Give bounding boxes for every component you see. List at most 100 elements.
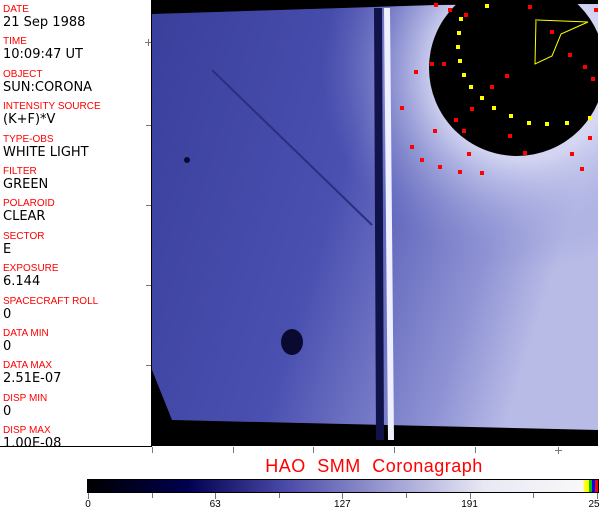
field-date: DATE 21 Sep 1988 bbox=[3, 4, 85, 30]
overlay-marker bbox=[505, 74, 509, 78]
overlay-marker bbox=[527, 121, 531, 125]
colorbar bbox=[87, 479, 599, 493]
overlay-marker bbox=[480, 171, 484, 175]
overlay-marker bbox=[470, 107, 474, 111]
colorbar-tick-label: 63 bbox=[209, 499, 221, 510]
axis-tick bbox=[152, 447, 153, 453]
overlay-marker bbox=[448, 8, 452, 12]
overlay-marker bbox=[508, 134, 512, 138]
field-label: EXPOSURE bbox=[3, 263, 59, 275]
field-label: FILTER bbox=[3, 166, 37, 177]
overlay-marker bbox=[509, 114, 513, 118]
overlay-marker bbox=[434, 3, 438, 7]
field-value: E bbox=[3, 241, 12, 257]
colorbar-tick bbox=[406, 493, 407, 498]
overlay-marker bbox=[410, 145, 414, 149]
pylon-shadow bbox=[211, 69, 373, 226]
field-label: INTENSITY SOURCE bbox=[3, 101, 101, 113]
colorbar-tick-label: 0 bbox=[85, 499, 91, 510]
axis-tick bbox=[475, 447, 476, 453]
overlay-marker bbox=[442, 62, 446, 66]
field-value: 0 bbox=[3, 339, 12, 354]
field-value: 2.51E-07 bbox=[3, 371, 62, 387]
plot-title: HAO SMM Coronagraph bbox=[265, 456, 483, 476]
overlay-marker bbox=[580, 167, 584, 171]
overlay-marker bbox=[467, 152, 471, 156]
colorbar-tick-label: 191 bbox=[461, 499, 478, 510]
colorbar-tick bbox=[533, 493, 535, 498]
field-intensity-source: INTENSITY SOURCE (K+F)*V bbox=[3, 101, 101, 127]
occulter-pylon-dark bbox=[374, 8, 384, 440]
field-value: 21 Sep 1988 bbox=[3, 15, 86, 30]
field-label: DATE bbox=[3, 4, 29, 15]
field-object: OBJECT SUN:CORONA bbox=[3, 69, 92, 95]
field-value: (K+F)*V bbox=[3, 112, 56, 128]
overlay-marker bbox=[456, 45, 460, 49]
field-label: DISP MAX bbox=[3, 425, 51, 437]
field-label: POLAROID bbox=[3, 198, 55, 210]
overlay-marker bbox=[545, 122, 549, 126]
colorbar-tick bbox=[278, 493, 280, 498]
field-time: TIME 10:09:47 UT bbox=[3, 36, 83, 62]
dark-spot bbox=[281, 329, 303, 355]
field-label: SPACECRAFT ROLL bbox=[3, 295, 99, 307]
overlay-marker bbox=[523, 151, 527, 155]
overlay-marker bbox=[430, 62, 434, 66]
overlay-triangle bbox=[534, 18, 589, 65]
field-polaroid: POLAROID CLEAR bbox=[3, 198, 55, 224]
overlay-marker bbox=[457, 31, 461, 35]
overlay-marker bbox=[438, 165, 442, 169]
overlay-marker bbox=[433, 129, 437, 133]
overlay-marker bbox=[492, 106, 496, 110]
colorbar-tick-label: 127 bbox=[334, 499, 351, 510]
overlay-marker bbox=[485, 4, 489, 8]
colorbar-tick bbox=[469, 493, 471, 499]
colorbar-tick bbox=[151, 493, 153, 498]
field-value: CLEAR bbox=[3, 209, 46, 225]
field-label: TIME bbox=[3, 36, 27, 48]
colorbar-tick bbox=[342, 493, 344, 499]
colorbar-tick-label: 255 bbox=[588, 499, 600, 510]
overlay-marker bbox=[462, 73, 466, 77]
overlay-marker bbox=[459, 17, 463, 21]
overlay-marker bbox=[588, 136, 592, 140]
axis-tick bbox=[394, 447, 395, 453]
overlay-marker bbox=[570, 152, 574, 156]
axis-tick bbox=[146, 125, 151, 126]
field-disp-min: DISP MIN 0 bbox=[3, 393, 47, 419]
field-data-min: DATA MIN 0 bbox=[3, 328, 49, 354]
axis-tick bbox=[313, 447, 314, 453]
overlay-marker bbox=[490, 85, 494, 89]
overlay-marker bbox=[528, 5, 532, 9]
overlay-marker bbox=[594, 8, 598, 12]
occulter-pylon-bright bbox=[384, 8, 394, 440]
field-label: DISP MIN bbox=[3, 392, 48, 404]
field-value: 0 bbox=[3, 403, 12, 419]
colorbar-tick bbox=[88, 493, 89, 499]
field-value: GREEN bbox=[3, 177, 49, 192]
field-value: SUN:CORONA bbox=[3, 79, 93, 95]
field-value: 0 bbox=[3, 306, 12, 322]
colorbar-tick bbox=[596, 493, 598, 499]
overlay-marker bbox=[565, 121, 569, 125]
axis-cross bbox=[558, 447, 559, 454]
axis-tick bbox=[146, 205, 151, 206]
axis-tick bbox=[146, 365, 151, 366]
overlay-marker bbox=[458, 170, 462, 174]
overlay-marker bbox=[414, 70, 418, 74]
field-filter: FILTER GREEN bbox=[3, 166, 48, 192]
coronagraph-image bbox=[152, 0, 598, 446]
overlay-marker bbox=[583, 65, 587, 69]
overlay-marker bbox=[400, 106, 404, 110]
field-label: DATA MAX bbox=[3, 360, 53, 372]
overlay-marker bbox=[588, 116, 592, 120]
overlay-marker bbox=[420, 158, 424, 162]
overlay-marker bbox=[454, 118, 458, 122]
overlay-marker bbox=[591, 77, 595, 81]
overlay-marker bbox=[458, 59, 462, 63]
field-label: SECTOR bbox=[3, 230, 45, 242]
field-value: WHITE LIGHT bbox=[3, 144, 89, 160]
field-type-obs: TYPE-OBS WHITE LIGHT bbox=[3, 134, 89, 160]
field-disp-max: DISP MAX 1.00E-08 bbox=[3, 425, 61, 451]
overlay-marker bbox=[464, 13, 468, 17]
